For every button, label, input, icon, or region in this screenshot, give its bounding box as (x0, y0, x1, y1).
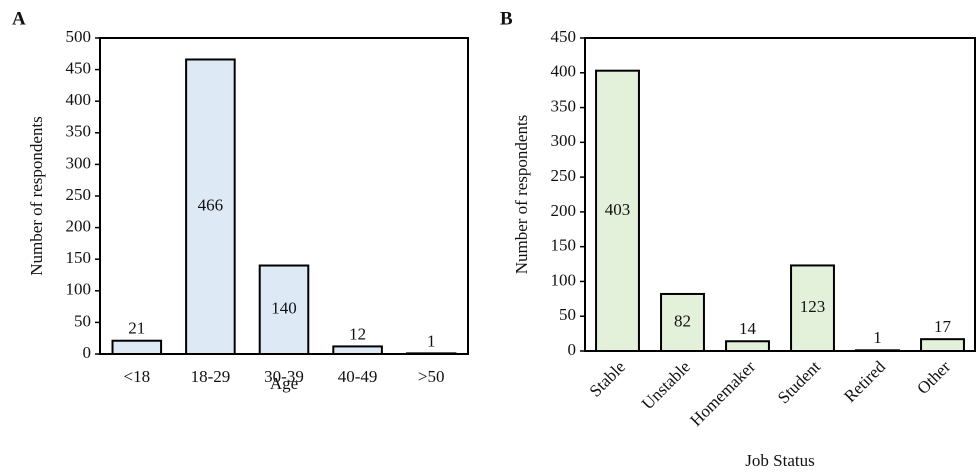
value-label: 403 (605, 200, 631, 219)
y-tick-label: 400 (66, 90, 92, 109)
value-label: 123 (800, 297, 826, 316)
x-tick-label: Homemaker (686, 357, 759, 430)
y-tick-label: 300 (66, 153, 92, 172)
x-tick-label: 18-29 (191, 367, 231, 386)
y-tick-label: 350 (551, 96, 577, 115)
y-tick-label: 0 (568, 340, 577, 359)
y-tick-label: 250 (66, 185, 92, 204)
y-tick-label: 50 (559, 305, 576, 324)
y-tick-label: 200 (551, 201, 577, 220)
value-label: 140 (271, 299, 297, 318)
y-tick-label: 150 (66, 248, 92, 267)
plot-frame (99, 37, 469, 355)
x-tick-label: Retired (840, 357, 889, 406)
y-axis-title: Number of respondents (27, 116, 46, 276)
y-tick-label: 50 (74, 311, 91, 330)
value-label: 466 (198, 196, 224, 215)
panel-label: A (12, 8, 26, 29)
bar (595, 69, 640, 353)
x-tick-label: >50 (418, 367, 445, 386)
x-tick-label: Other (913, 357, 954, 398)
value-label: 14 (739, 319, 757, 338)
y-tick-label: 100 (551, 270, 577, 289)
y-tick-label: 450 (66, 59, 92, 78)
panel-label: B (500, 8, 513, 29)
bar (725, 340, 770, 352)
y-tick-label: 200 (66, 217, 92, 236)
y-tick-label: 300 (551, 131, 577, 150)
bar (332, 345, 383, 355)
value-label: 82 (674, 311, 691, 330)
y-tick-label: 250 (551, 166, 577, 185)
plot-frame (584, 37, 976, 352)
value-label: 1 (873, 328, 882, 347)
value-label: 17 (934, 317, 952, 336)
x-tick-label: Unstable (638, 357, 694, 413)
x-tick-label: 30-39 (264, 367, 304, 386)
bar (920, 338, 965, 353)
bar (790, 264, 835, 352)
y-tick-label: 150 (551, 236, 577, 255)
value-label: 12 (349, 324, 366, 343)
y-tick-label: 400 (551, 62, 577, 81)
y-axis-title: Number of respondents (512, 115, 531, 275)
value-label: 21 (128, 319, 145, 338)
x-tick-label: <18 (124, 367, 151, 386)
y-tick-label: 0 (83, 343, 92, 362)
value-label: 1 (427, 331, 436, 350)
y-tick-label: 100 (66, 280, 92, 299)
x-tick-label: Stable (586, 357, 629, 400)
bar (258, 264, 310, 355)
x-tick-label: Student (774, 357, 824, 407)
bar (660, 292, 705, 353)
x-tick-label: 40-49 (338, 367, 378, 386)
bar (185, 58, 236, 355)
bar (111, 339, 163, 355)
y-tick-label: 450 (551, 27, 577, 46)
y-tick-label: 350 (66, 122, 92, 141)
x-axis-title: Age (270, 374, 298, 393)
y-tick-label: 500 (66, 27, 92, 46)
x-axis-title: Job Status (745, 451, 814, 470)
